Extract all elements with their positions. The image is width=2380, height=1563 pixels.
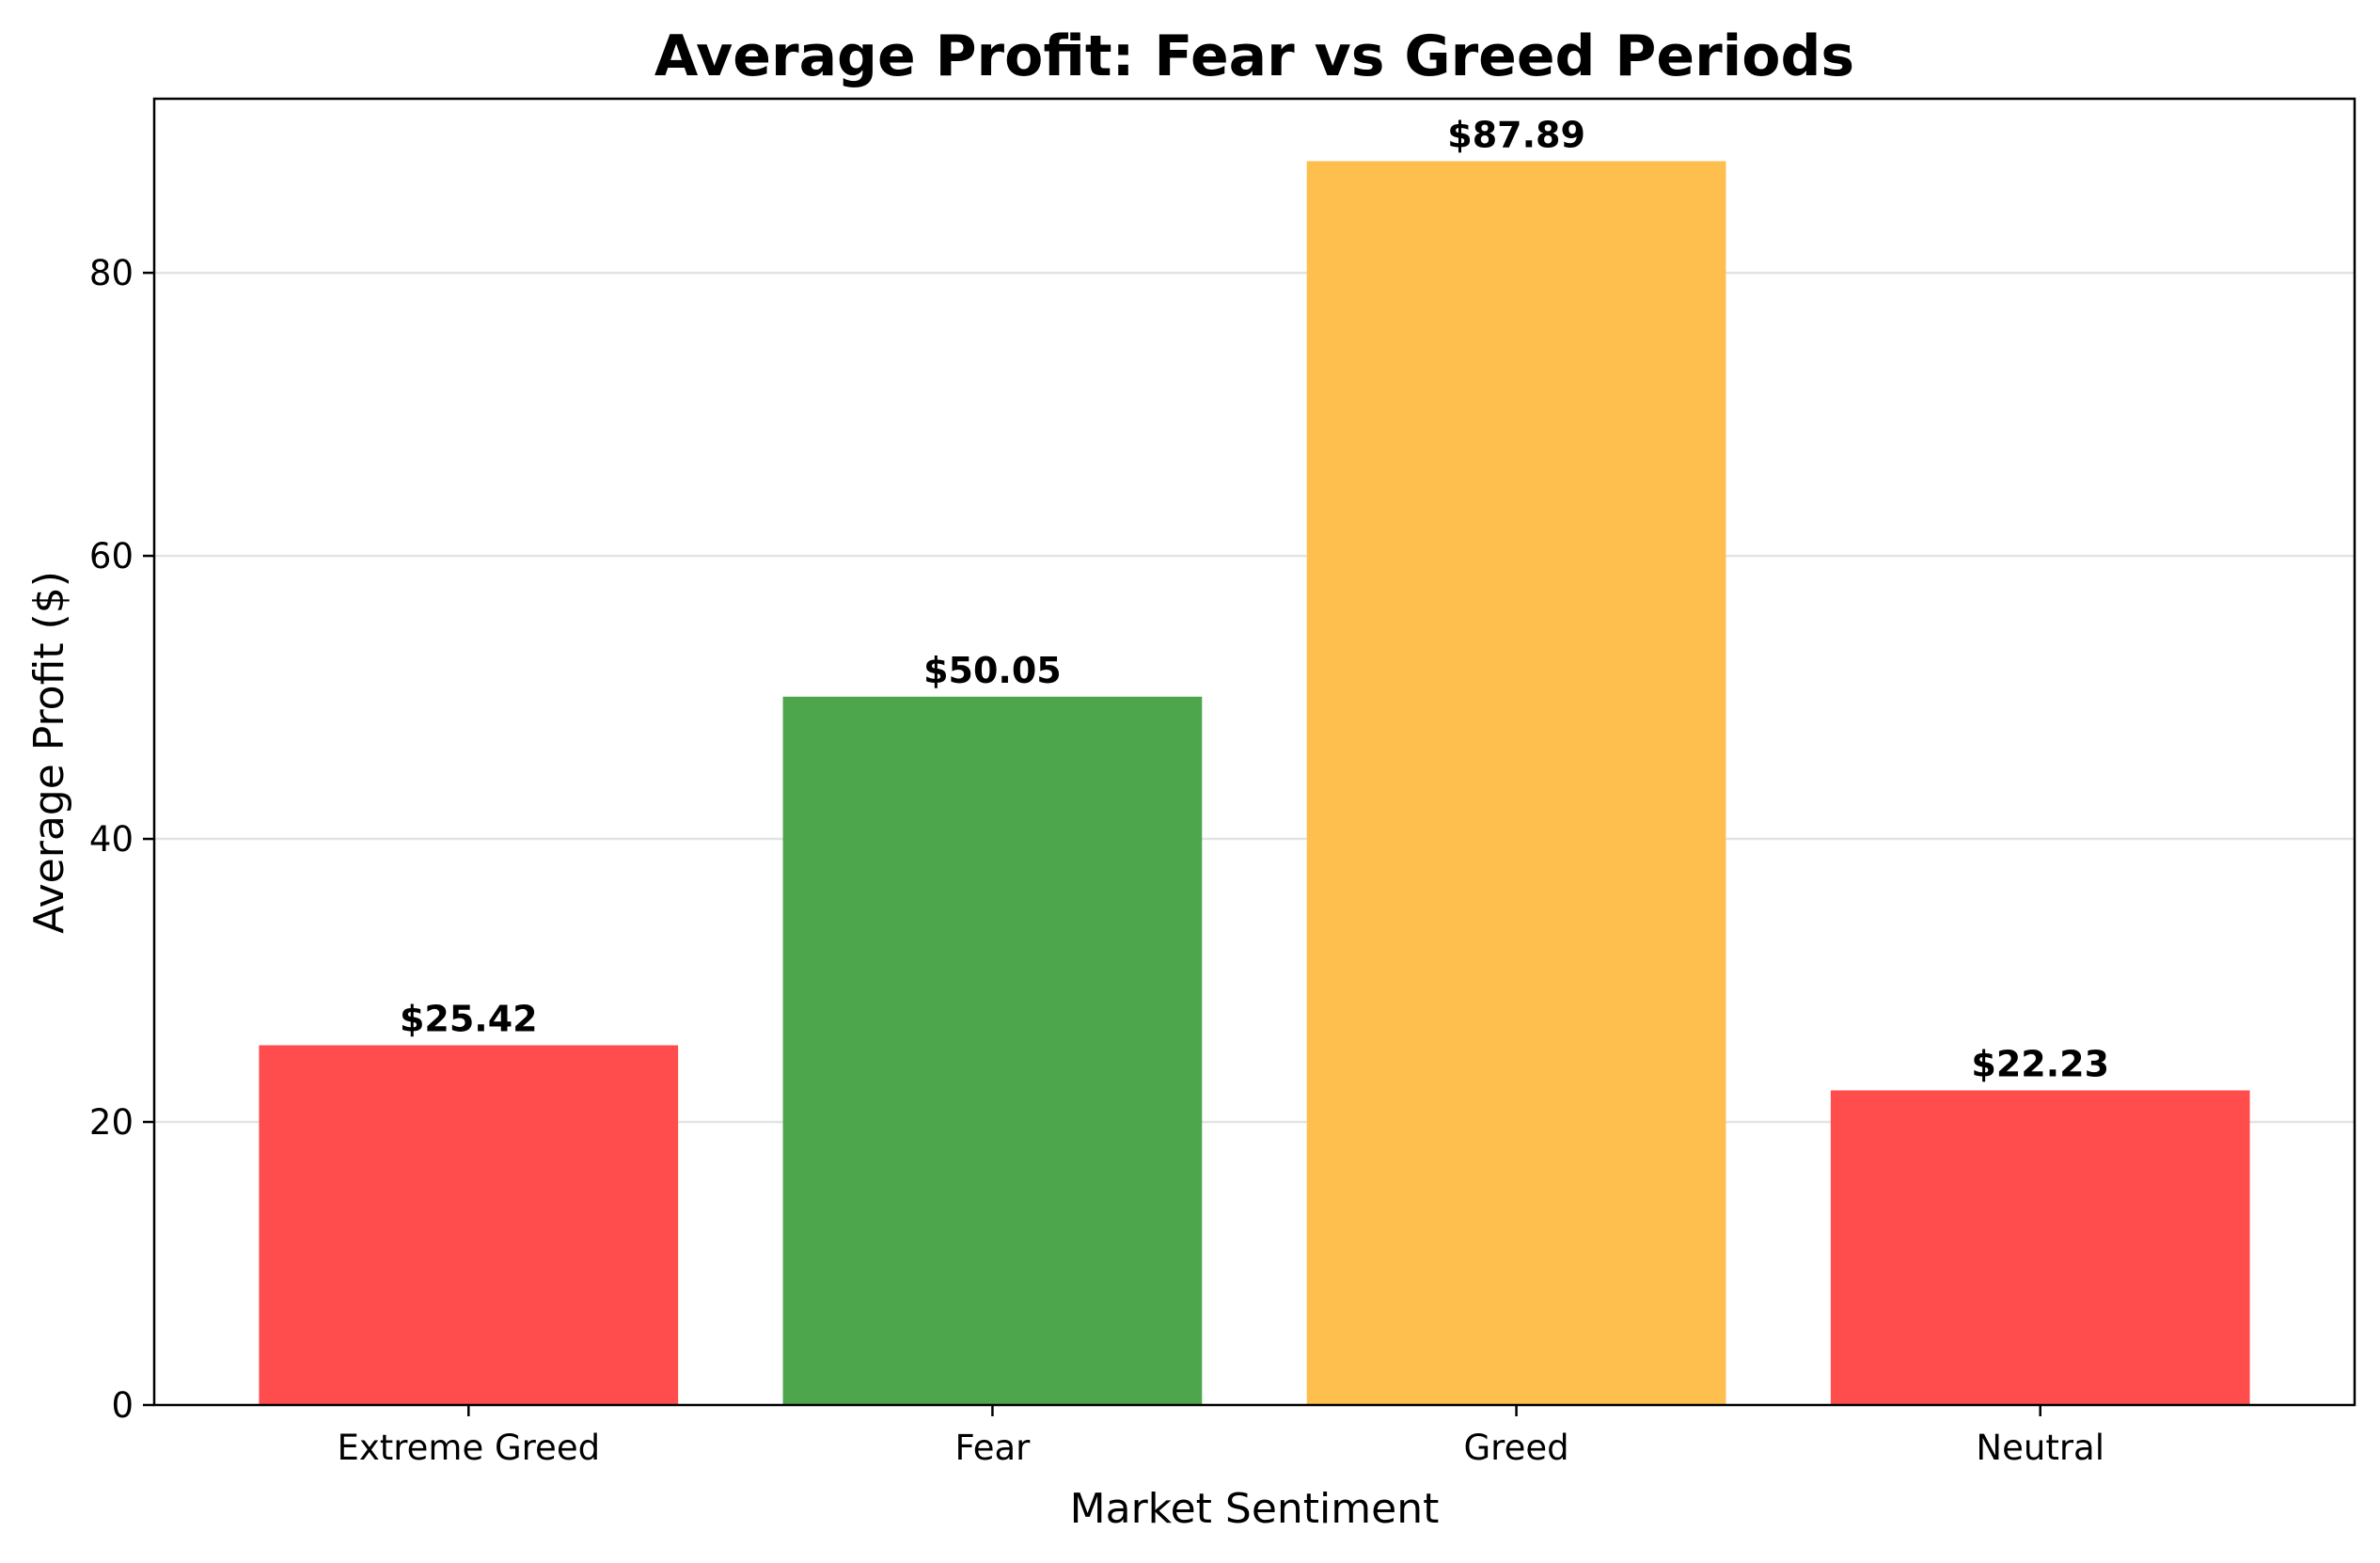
data-labels: $25.42 $50.05 $87.89 $22.23 [400,114,2109,1084]
bar [782,696,1203,1405]
bar-value-label: $87.89 [1447,114,1585,155]
chart-title: Average Profit: Fear vs Greed Periods [654,24,1854,89]
y-axis-ticks: 0 20 40 60 80 [89,253,154,1426]
x-tick-label: Fear [954,1428,1031,1468]
bars [259,161,2250,1406]
bar [1830,1090,2250,1405]
bar-value-label: $50.05 [923,650,1062,691]
bar-value-label: $25.42 [400,998,538,1039]
x-tick-label: Extreme Greed [337,1428,600,1468]
y-tick-label: 20 [89,1102,134,1143]
bar [259,1045,679,1405]
bar [1306,161,1726,1406]
y-tick-label: 60 [89,536,134,576]
bar-value-label: $22.23 [1971,1043,2109,1084]
y-tick-label: 80 [89,253,134,293]
x-tick-label: Neutral [1976,1428,2104,1468]
x-axis-ticks: Extreme Greed Fear Greed Neutral [337,1405,2104,1468]
x-axis-label: Market Sentiment [1070,1485,1440,1533]
x-tick-label: Greed [1464,1428,1569,1468]
gridlines [154,271,2355,1124]
y-tick-label: 40 [89,819,134,860]
y-tick-label: 0 [111,1385,134,1426]
y-axis-label: Average Profit ($) [25,571,73,934]
plot-frame [152,97,2356,1407]
